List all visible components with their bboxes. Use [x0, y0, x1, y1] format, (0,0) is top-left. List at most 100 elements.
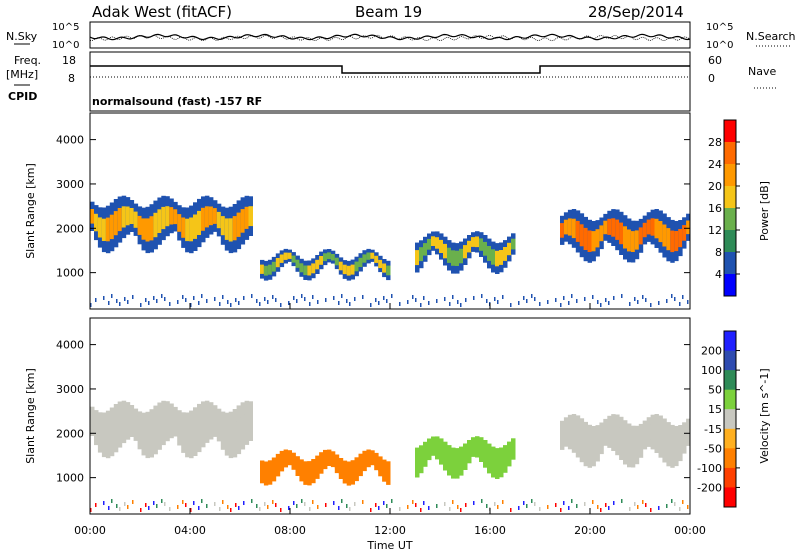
speckle-cell: [275, 298, 277, 302]
heatmap-cell-core: [682, 430, 687, 446]
colorbar-segment: [724, 409, 736, 430]
speckle-cell: [473, 501, 475, 505]
heatmap-cell-core: [670, 435, 675, 458]
colorbar-tick-label: 24: [708, 158, 722, 171]
speckle-cell: [481, 499, 483, 503]
heatmap-cell-core: [125, 206, 131, 226]
speckle-cell: [153, 501, 155, 505]
speckle-cell: [621, 294, 623, 298]
heatmap-cell-core: [487, 246, 492, 261]
heatmap-cell-core: [627, 434, 632, 457]
speckle-cell: [354, 502, 356, 506]
x-tick-label: 12:00: [374, 524, 406, 537]
heatmap-cell-core: [630, 231, 636, 252]
heatmap-cell-core: [220, 421, 226, 441]
heatmap-cell-core: [342, 466, 348, 478]
speckle-cell: [90, 303, 92, 307]
heatmap-cell-core: [491, 454, 496, 470]
power-colorbar-label: Power [dB]: [758, 181, 771, 241]
speckle-cell: [531, 294, 533, 298]
heatmap-cell-core: [654, 423, 659, 444]
heatmap-cell-core: [595, 229, 600, 248]
heatmap-cell-core: [338, 463, 344, 474]
heatmap-cell-core: [271, 261, 277, 272]
speckle-cell: [449, 507, 451, 511]
speckle-cell: [161, 294, 163, 298]
heatmap-cell-core: [197, 210, 202, 235]
speckle-cell: [235, 503, 237, 507]
speckle-cell: [214, 297, 216, 301]
velocity-heatmap: [90, 400, 691, 512]
speckle-cell: [436, 504, 438, 508]
heatmap-cell-core: [451, 250, 456, 266]
heatmap-cell-core: [459, 453, 464, 469]
speckle-cell: [193, 501, 195, 505]
heatmap-cell-core: [447, 247, 452, 263]
speckle-cell: [256, 504, 258, 508]
speckle-cell: [375, 298, 377, 302]
speckle-cell: [494, 502, 496, 506]
speckle-cell: [280, 303, 282, 307]
y-tick-label: 1000: [56, 472, 84, 485]
heatmap-cell-core: [330, 455, 336, 464]
heatmap-cell-core: [334, 459, 340, 469]
speckle-cell: [526, 504, 528, 508]
heatmap-cell-core: [101, 218, 107, 241]
heatmap-cell-core: [479, 443, 484, 456]
speckle-cell: [452, 295, 454, 299]
speckle-cell: [486, 504, 488, 508]
heatmap-cell-core: [201, 412, 206, 436]
heatmap-cell-core: [382, 465, 387, 477]
speckle-cell: [597, 505, 599, 509]
speckle-cell: [108, 301, 110, 305]
speckle-cell: [90, 508, 92, 512]
colorbar-tick-label: 15: [708, 403, 722, 416]
speckle-cell: [399, 507, 401, 511]
speckle-cell: [621, 499, 623, 503]
heatmap-cell-core: [495, 455, 500, 472]
noise-series: [89, 33, 691, 42]
speckle-cell: [571, 499, 573, 503]
heatmap-cell-core: [415, 455, 420, 471]
heatmap-cell-core: [319, 457, 324, 469]
speckle-cell: [563, 501, 565, 505]
heatmap-cell-core: [386, 467, 391, 479]
heatmap-cell-core: [427, 238, 432, 250]
speckle-cell: [383, 296, 385, 300]
speckle-cell: [547, 300, 549, 304]
heatmap-cell-core: [599, 430, 604, 447]
noise-left-tick-top: 10^5: [52, 22, 79, 33]
speckle-cell: [317, 505, 319, 509]
heatmap-cell-core: [354, 261, 359, 272]
speckle-cell: [560, 508, 562, 512]
speckle-cell: [156, 299, 158, 303]
heatmap-cell-core: [216, 416, 222, 434]
heatmap-cell-core: [587, 230, 592, 252]
colorbar-tick-label: 200: [701, 345, 722, 358]
x-tick-label: 00:00: [674, 524, 706, 537]
heatmap-cell-core: [439, 239, 444, 253]
velocity-y-axis-label: Slant Range [km]: [24, 368, 37, 464]
speckle-cell: [325, 298, 327, 302]
speckle-cell: [473, 296, 475, 300]
heatmap-cell-core: [587, 435, 592, 457]
heatmap-cell-core: [350, 466, 355, 479]
heatmap-cell-core: [503, 247, 508, 261]
heatmap-cell-core: [101, 423, 107, 446]
heatmap-cell-core: [627, 229, 632, 252]
speckle-cell: [169, 302, 171, 306]
heatmap-cell-core: [455, 250, 460, 266]
speckle-cell: [407, 300, 409, 304]
heatmap-cell-core: [133, 211, 139, 228]
speckle-cell: [264, 297, 266, 301]
freq-panel-frame: [89, 51, 691, 112]
heatmap-cell-core: [232, 421, 238, 446]
speckle-cell: [412, 295, 414, 299]
colorbar-segment: [724, 208, 736, 231]
speckle-cell: [325, 503, 327, 507]
speckle-cell: [399, 302, 401, 306]
heatmap-cell-core: [619, 427, 624, 450]
speckle-cell: [280, 508, 282, 512]
heatmap-cell-core: [646, 219, 652, 235]
heatmap-cell-core: [463, 245, 468, 259]
